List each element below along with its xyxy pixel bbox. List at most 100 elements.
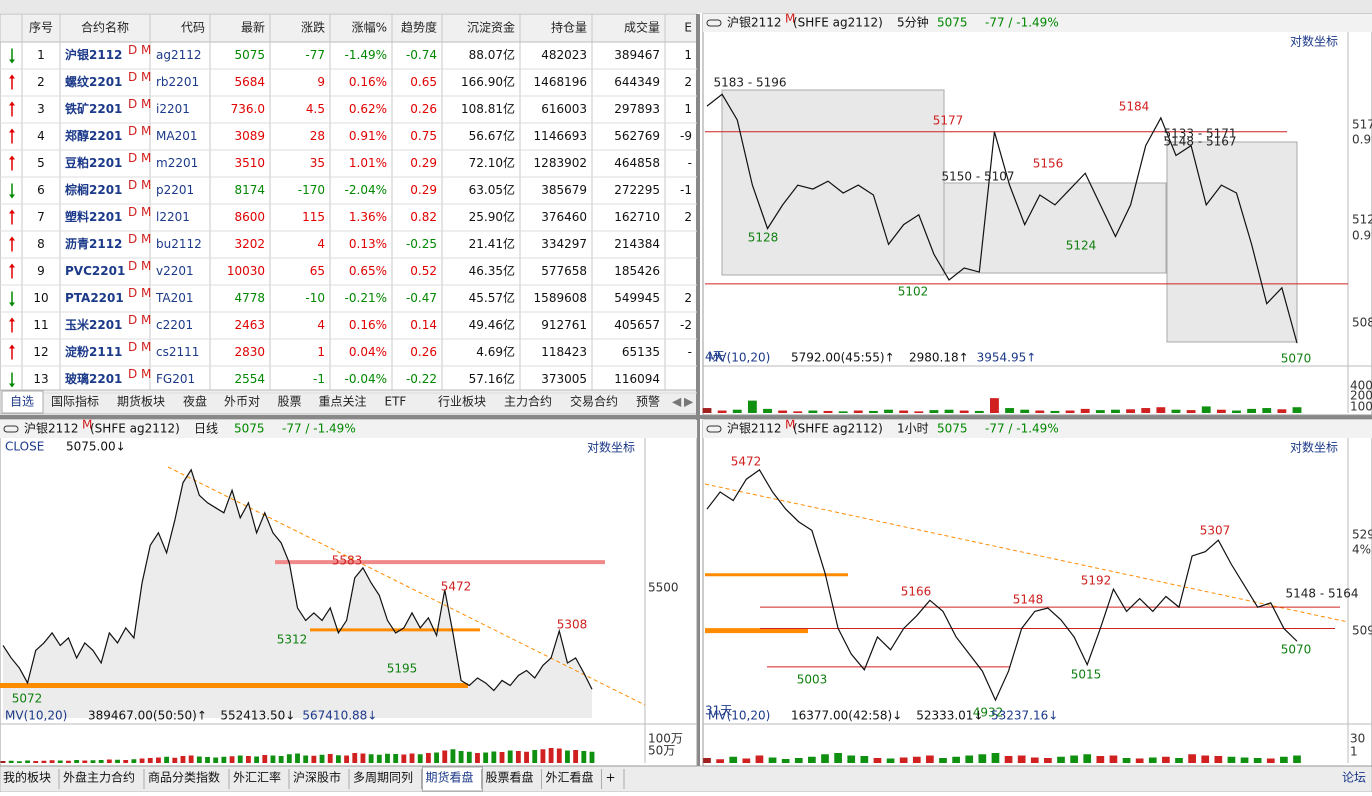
column-header[interactable]: 合约名称 xyxy=(81,20,129,35)
column-header[interactable]: 趋势度 xyxy=(401,20,437,35)
volume-bar xyxy=(1017,755,1026,763)
bottom-tab[interactable]: 商品分类指数 xyxy=(148,770,220,785)
cell: -10 xyxy=(305,291,325,305)
cell: 0.16% xyxy=(349,75,387,89)
cell[interactable]: 玉米2201 xyxy=(65,317,122,332)
price-annotation: 5015 xyxy=(1071,668,1102,682)
volume-bar xyxy=(965,755,974,763)
chart-header-code: (SHFE ag2112) xyxy=(793,422,883,436)
bottom-tab[interactable]: 期货看盘 xyxy=(426,770,474,785)
column-header[interactable]: 沉淀资金 xyxy=(467,20,515,35)
price-annotation: 5124 xyxy=(1066,239,1097,253)
chart-header-code: (SHFE ag2112) xyxy=(793,16,883,30)
chart-header-period[interactable]: 日线 xyxy=(194,422,218,436)
volume-bar xyxy=(1044,758,1052,763)
scale-toggle[interactable]: 对数坐标 xyxy=(1290,34,1338,49)
volume-bar xyxy=(311,755,317,763)
volume-scale-label: 400 xyxy=(1350,379,1372,393)
tab[interactable]: 夜盘 xyxy=(183,394,207,409)
column-header[interactable]: 代码 xyxy=(181,21,205,35)
column-header[interactable]: 最新 xyxy=(241,20,265,35)
cell[interactable]: 沥青2112 xyxy=(65,236,122,251)
cell[interactable]: 豆粕2201 xyxy=(65,155,122,170)
tab[interactable]: ETF xyxy=(385,395,407,409)
column-header[interactable]: E xyxy=(684,21,692,35)
cell: 385679 xyxy=(541,183,587,197)
cell: 9 xyxy=(37,264,45,278)
column-header[interactable]: 序号 xyxy=(29,20,53,35)
trend-arrow-head xyxy=(9,59,15,64)
volume-bar xyxy=(991,753,1000,763)
cell[interactable]: 棕榈2201 xyxy=(64,182,122,197)
tab[interactable]: 期货板块 xyxy=(117,394,165,409)
volume-bar xyxy=(106,759,112,763)
cell[interactable]: 塑料2201 xyxy=(65,209,122,224)
tab[interactable]: 行业板块 xyxy=(438,395,486,409)
bottom-tab[interactable]: 我的板块 xyxy=(3,770,51,785)
scale-toggle[interactable]: 对数坐标 xyxy=(1290,440,1338,455)
tab[interactable]: 重点关注 xyxy=(319,394,367,409)
cell[interactable]: PTA2201 xyxy=(65,291,124,305)
column-header[interactable]: 涨幅% xyxy=(352,20,387,35)
tab[interactable]: 主力合约 xyxy=(504,394,552,409)
chart-header-period[interactable]: 1小时 xyxy=(897,422,929,436)
cell[interactable]: 淀粉2111 xyxy=(65,344,122,359)
volume-title[interactable]: MV(10,20) xyxy=(708,351,770,365)
tab[interactable]: 预警 xyxy=(636,394,660,409)
close-label[interactable]: CLOSE xyxy=(5,440,44,454)
bottom-tab[interactable]: 股票看盘 xyxy=(486,770,534,785)
bottom-tab[interactable]: 外汇看盘 xyxy=(546,770,594,785)
bottom-tab[interactable]: 外汇汇率 xyxy=(233,770,281,785)
cell[interactable]: 郑醇2201 xyxy=(65,128,122,143)
column-header[interactable]: 成交量 xyxy=(624,20,660,35)
trend-arrow-head xyxy=(9,263,15,268)
forum-link[interactable]: 论坛 xyxy=(1342,771,1366,785)
volume-bar xyxy=(115,759,120,763)
volume-bar xyxy=(98,760,104,763)
volume-bar xyxy=(335,755,341,763)
volume-bar xyxy=(717,410,727,413)
column-header[interactable]: 持仓量 xyxy=(551,20,587,35)
volume-bar xyxy=(434,752,439,763)
tab[interactable]: 交易合约 xyxy=(570,394,618,409)
cell[interactable]: 沪银2112 xyxy=(65,47,122,62)
volume-bar xyxy=(196,756,202,763)
volume-bar xyxy=(368,754,374,763)
tab[interactable]: 国际指标 xyxy=(51,394,99,409)
volume-title[interactable]: MV(10,20) xyxy=(5,709,67,723)
trend-arrow-head xyxy=(9,194,15,199)
volume-scale-label: 100万 xyxy=(648,732,683,746)
chart-header-period[interactable]: 5分钟 xyxy=(897,15,929,30)
cell: 2463 xyxy=(234,318,265,332)
bottom-tab[interactable]: + xyxy=(606,771,616,785)
bottom-tab[interactable]: 沪深股市 xyxy=(293,770,341,785)
cell: 549945 xyxy=(614,291,660,305)
volume-value: 53237.16↓ xyxy=(991,709,1058,723)
volume-bar xyxy=(1277,409,1287,413)
cell: - xyxy=(688,345,692,359)
scale-toggle[interactable]: 对数坐标 xyxy=(587,440,635,455)
volume-bar xyxy=(262,755,268,763)
cell: 166.90亿 xyxy=(461,74,515,89)
volume-bar xyxy=(929,410,939,413)
volume-bar xyxy=(123,760,129,763)
column-header[interactable]: 涨跌 xyxy=(301,20,325,35)
bottom-tab[interactable]: 外盘主力合约 xyxy=(63,770,135,785)
cell[interactable]: 铁矿2201 xyxy=(65,101,122,116)
cell[interactable]: PVC2201 xyxy=(65,264,125,278)
volume-bar xyxy=(147,758,153,763)
volume-bar xyxy=(180,756,186,763)
tab[interactable]: 外币对 xyxy=(224,395,260,409)
price-scale-label: 509 xyxy=(1352,624,1372,638)
tab[interactable]: 自选 xyxy=(10,395,34,409)
cell[interactable]: 螺纹2201 xyxy=(65,74,122,89)
tab[interactable]: 股票 xyxy=(278,395,302,409)
volume-bar xyxy=(1227,756,1236,763)
cell[interactable]: 玻璃2201 xyxy=(65,371,122,386)
cell: 6 xyxy=(37,183,45,197)
bottom-tab[interactable]: 多周期同列 xyxy=(353,771,413,785)
cell: -1.49% xyxy=(345,48,387,62)
price-annotation: 5128 xyxy=(748,231,779,245)
volume-title[interactable]: MV(10,20) xyxy=(708,709,770,723)
volume-bar xyxy=(834,753,842,763)
